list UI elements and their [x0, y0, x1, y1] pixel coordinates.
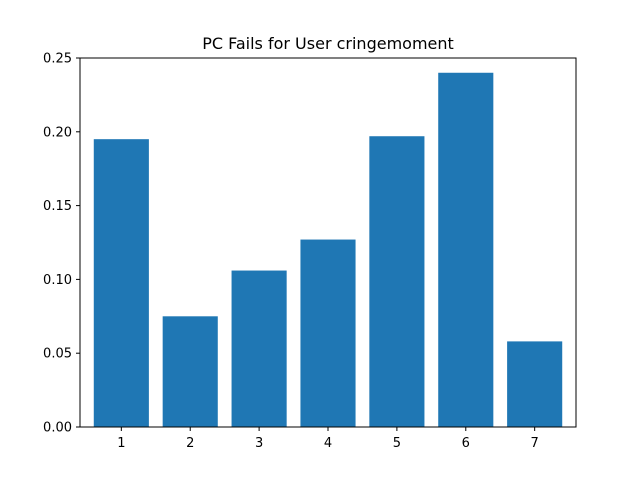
chart-title: PC Fails for User cringemoment [202, 34, 454, 53]
y-tick-label-0.25: 0.25 [43, 52, 72, 67]
y-tick-label-0.15: 0.15 [43, 199, 72, 214]
y-tick-label-0.05: 0.05 [43, 347, 72, 362]
y-tick-label-0.20: 0.20 [43, 125, 72, 140]
x-tick-label-3: 3 [255, 436, 263, 451]
y-tick-label-0.10: 0.10 [43, 273, 72, 288]
y-tick-label-0.00: 0.00 [43, 421, 72, 436]
bar-3 [231, 270, 287, 427]
x-tick-label-4: 4 [324, 436, 332, 451]
x-tick-label-7: 7 [531, 436, 539, 451]
bar-7 [507, 341, 563, 427]
bar-2 [162, 316, 218, 427]
x-tick-label-5: 5 [393, 436, 401, 451]
bar-6 [438, 72, 494, 427]
bars-layer [93, 72, 563, 427]
x-tick-label-1: 1 [117, 436, 125, 451]
axes-layer: 1 2 3 4 5 6 7 0.00 0.05 0.10 0.15 0.20 0.25 [43, 52, 577, 451]
bar-4 [300, 239, 356, 427]
x-tick-label-2: 2 [186, 436, 194, 451]
bar-5 [369, 136, 425, 427]
bar-1 [93, 139, 149, 427]
x-tick-label-6: 6 [462, 436, 470, 451]
